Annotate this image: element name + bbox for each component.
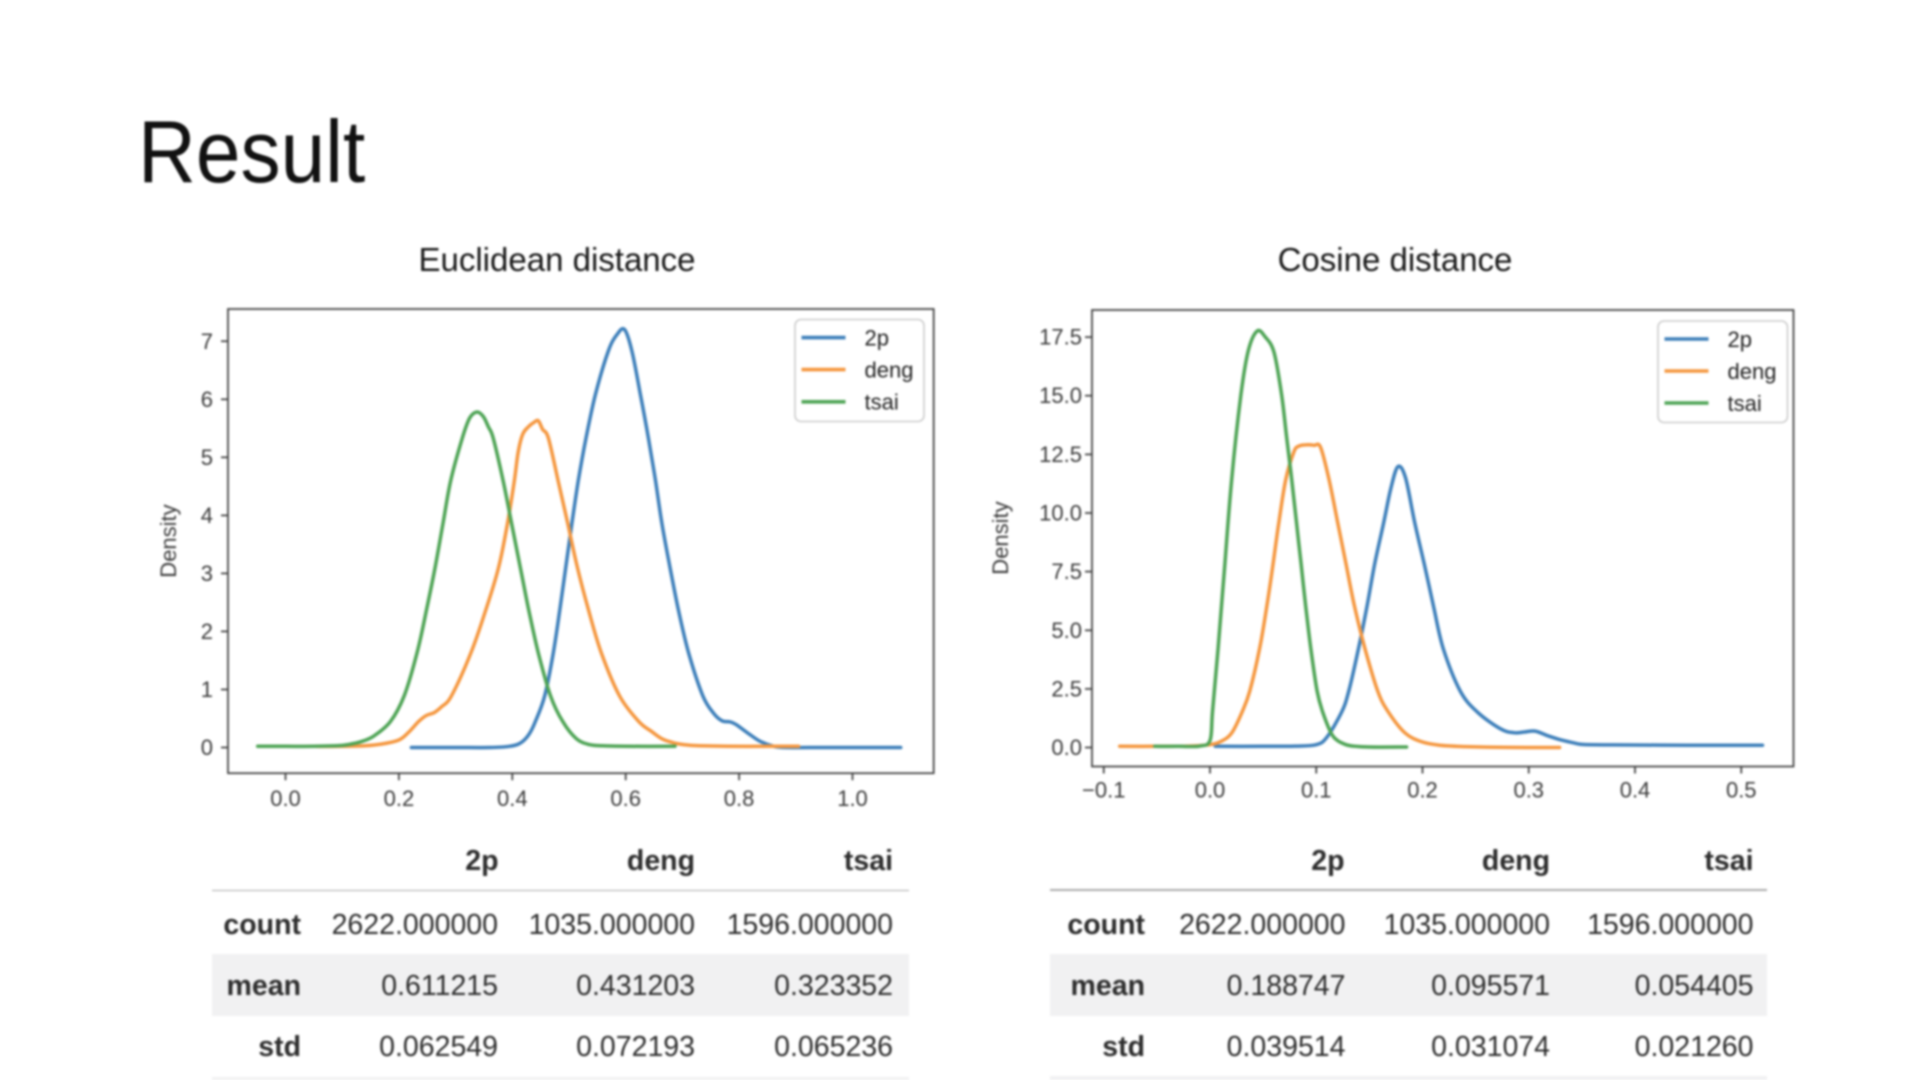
svg-text:0.0: 0.0 xyxy=(1051,735,1082,760)
svg-text:0.3: 0.3 xyxy=(1513,778,1544,803)
svg-text:0.2: 0.2 xyxy=(384,786,415,811)
svg-text:tsai: tsai xyxy=(865,390,899,415)
svg-text:15.0: 15.0 xyxy=(1039,383,1082,408)
svg-text:4: 4 xyxy=(201,503,213,528)
svg-text:Cosine distance: Cosine distance xyxy=(1278,241,1513,278)
svg-text:Density: Density xyxy=(156,504,181,577)
svg-text:−0.1: −0.1 xyxy=(1082,778,1125,803)
svg-text:2.5: 2.5 xyxy=(1051,676,1082,701)
svg-text:2p: 2p xyxy=(865,326,889,351)
svg-text:0.1: 0.1 xyxy=(1301,778,1332,803)
svg-text:0.2: 0.2 xyxy=(1407,778,1438,803)
svg-text:17.5: 17.5 xyxy=(1039,325,1082,350)
svg-text:3: 3 xyxy=(201,561,213,586)
svg-text:5: 5 xyxy=(201,445,213,470)
svg-text:12.5: 12.5 xyxy=(1039,442,1082,467)
svg-text:Euclidean distance: Euclidean distance xyxy=(418,241,695,278)
svg-text:deng: deng xyxy=(865,358,914,383)
svg-text:0.4: 0.4 xyxy=(1620,778,1651,803)
svg-text:2: 2 xyxy=(201,619,213,644)
svg-text:1: 1 xyxy=(201,677,213,702)
svg-text:10.0: 10.0 xyxy=(1039,501,1082,526)
svg-text:0.0: 0.0 xyxy=(1195,778,1226,803)
svg-text:6: 6 xyxy=(201,387,213,412)
svg-text:0.4: 0.4 xyxy=(497,786,528,811)
svg-text:deng: deng xyxy=(1728,359,1777,384)
svg-text:1.0: 1.0 xyxy=(837,786,868,811)
svg-text:7: 7 xyxy=(201,329,213,354)
svg-text:0.8: 0.8 xyxy=(724,786,755,811)
svg-text:0: 0 xyxy=(201,735,213,760)
svg-text:0.5: 0.5 xyxy=(1726,778,1757,803)
svg-text:7.5: 7.5 xyxy=(1051,559,1082,584)
svg-text:2p: 2p xyxy=(1728,327,1752,352)
svg-text:0.0: 0.0 xyxy=(270,786,301,811)
svg-text:tsai: tsai xyxy=(1728,391,1762,416)
svg-text:Density: Density xyxy=(988,501,1013,574)
svg-text:5.0: 5.0 xyxy=(1051,618,1082,643)
svg-text:0.6: 0.6 xyxy=(610,786,641,811)
